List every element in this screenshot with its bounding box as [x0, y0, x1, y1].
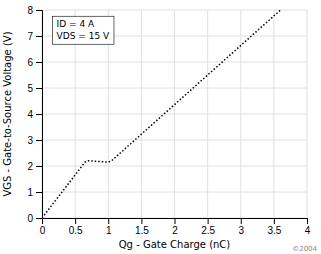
tick: 7: [27, 31, 42, 42]
tick: 0.5: [69, 218, 83, 236]
tick-label: 6: [27, 57, 33, 68]
tick: 3: [238, 218, 244, 236]
chart: 0 0.5 1 1.5 2 2.5 3 3.5 4 0 1 2 3 4 5 6 7 8 ID = 4 A VDS = …: [0, 0, 321, 254]
plot: 0 0.5 1 1.5 2 2.5 3 3.5 4 0 1 2 3 4 5 6 7 8 ID = 4 A VDS = …: [27, 5, 310, 236]
tick-mark: [208, 218, 209, 224]
tick-label: 8: [27, 5, 33, 16]
tick-mark: [36, 140, 42, 141]
annotation: ID = 4 A: [57, 19, 95, 29]
tick-label: 7: [27, 31, 33, 42]
grid-line-y: [42, 166, 307, 167]
tick-label: 1: [106, 225, 112, 236]
annotation-frame: [53, 16, 114, 44]
grid-line-y: [42, 192, 307, 193]
tick-label: 0: [27, 213, 33, 224]
tick-mark: [36, 88, 42, 89]
tick: 0: [40, 218, 46, 236]
tick-label: 3: [27, 135, 33, 146]
tick-label: 1: [27, 187, 33, 198]
grid: [42, 10, 307, 218]
tick-mark: [141, 218, 142, 224]
grid-line-y: [42, 140, 307, 141]
tick-mark: [36, 218, 42, 219]
tick-mark: [36, 114, 42, 115]
tick-mark: [108, 218, 109, 224]
tick-mark: [36, 166, 42, 167]
x-axis: 0 0.5 1 1.5 2 2.5 3 3.5 4: [40, 218, 311, 236]
tick-label: 3.5: [267, 225, 281, 236]
tick: 0: [27, 213, 42, 224]
tick-label: 2.5: [201, 225, 215, 236]
tick: 2: [172, 218, 178, 236]
axis-line: [36, 11, 43, 219]
grid-line-y: [42, 114, 307, 115]
tick-mark: [36, 36, 42, 37]
tick-label: 0.5: [69, 225, 83, 236]
tick-label: 2: [27, 161, 33, 172]
annotation-box: ID = 4 A VDS = 15 V: [53, 16, 114, 44]
tick: 5: [27, 83, 42, 94]
annotation: VDS = 15 V: [57, 31, 110, 41]
grid-line-y: [42, 62, 307, 63]
tick-label: 3: [238, 225, 244, 236]
tick-mark: [36, 192, 42, 193]
tick-label: 2: [172, 225, 178, 236]
tick-label: 5: [27, 83, 33, 94]
y-axis: 0 1 2 3 4 5 6 7 8: [27, 5, 42, 224]
grid-line-y: [42, 88, 307, 89]
tick: 6: [27, 57, 42, 68]
tick-mark: [36, 62, 42, 63]
tick: 3.5: [267, 218, 281, 236]
tick: 1: [106, 218, 112, 236]
tick: 4: [305, 218, 311, 236]
tick-mark: [75, 218, 76, 224]
y-axis-label: VGS - Gate-to-Source Voltage (V): [2, 31, 13, 196]
tick: 4: [27, 109, 42, 120]
line: [42, 10, 281, 218]
tick-mark: [307, 218, 308, 224]
tick-mark: [175, 218, 176, 224]
grid-line-y: [42, 10, 307, 11]
tick-mark: [241, 218, 242, 224]
tick: 3: [27, 135, 42, 146]
tick-label: 1.5: [135, 225, 149, 236]
watermark: ©2004: [292, 245, 317, 253]
tick: 1.5: [135, 218, 149, 236]
tick-label: 4: [305, 225, 311, 236]
marks: [42, 10, 281, 218]
tick-mark: [274, 218, 275, 224]
tick: 2: [27, 161, 42, 172]
tick: 8: [27, 5, 42, 16]
x-axis-label: Qg - Gate Charge (nC): [119, 239, 231, 250]
tick-mark: [36, 10, 42, 11]
tick: 2.5: [201, 218, 215, 236]
axis-line: [43, 219, 308, 225]
tick-label: 4: [27, 109, 33, 120]
tick: 1: [27, 187, 42, 198]
tick-label: 0: [40, 225, 46, 236]
